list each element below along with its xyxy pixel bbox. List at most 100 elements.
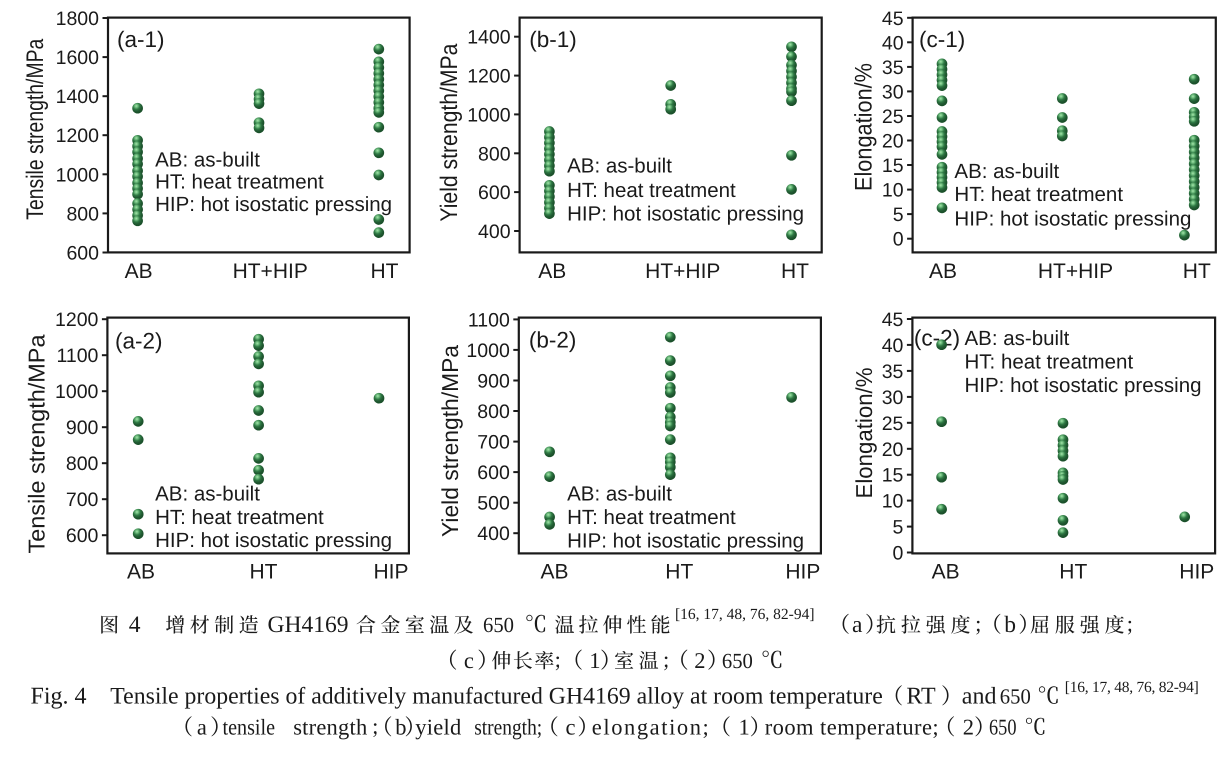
svg-text:HT: HT	[1183, 260, 1211, 283]
svg-text:30: 30	[882, 387, 904, 409]
svg-text:650: 650	[989, 715, 1017, 740]
svg-text:500: 500	[477, 493, 510, 515]
svg-text:1100: 1100	[468, 309, 510, 331]
svg-text:0: 0	[893, 543, 904, 565]
svg-text:2: 2	[963, 715, 974, 740]
svg-text:HIP: HIP	[785, 561, 820, 584]
svg-text:HT: HT	[781, 260, 809, 283]
svg-text:room temperature;: room temperature;	[765, 715, 939, 740]
svg-text:AB: AB	[125, 260, 153, 283]
svg-text:HT: heat treatment: HT: heat treatment	[954, 183, 1123, 206]
svg-text:HT: HT	[1059, 561, 1087, 584]
svg-text:HT: heat treatment: HT: heat treatment	[567, 179, 736, 202]
svg-text:Tensile properties of additive: Tensile properties of additively manufac…	[110, 684, 882, 710]
svg-text:HT: HT	[665, 561, 693, 584]
svg-text:800: 800	[478, 143, 511, 165]
svg-text:AB: as-built: AB: as-built	[567, 154, 672, 177]
svg-text:600: 600	[66, 243, 99, 265]
svg-text:b: b	[1004, 612, 1016, 638]
svg-text:1: 1	[739, 715, 750, 740]
svg-text:HIP: hot isostatic pressing: HIP: hot isostatic pressing	[954, 208, 1191, 231]
svg-text:10: 10	[882, 491, 904, 513]
svg-text:900: 900	[477, 371, 510, 393]
svg-text:a: a	[852, 612, 863, 638]
svg-text:yield: yield	[415, 715, 461, 740]
svg-text:35: 35	[882, 361, 904, 383]
svg-text:1: 1	[589, 648, 600, 673]
svg-text:AB: AB	[932, 561, 960, 584]
svg-text:HT: heat treatment: HT: heat treatment	[155, 171, 324, 194]
svg-text:10: 10	[882, 180, 904, 202]
svg-text:15: 15	[882, 465, 904, 487]
svg-text:1600: 1600	[56, 47, 100, 69]
svg-text:HIP: hot isostatic pressing: HIP: hot isostatic pressing	[155, 193, 392, 216]
svg-text:35: 35	[882, 57, 904, 79]
svg-text:HIP: HIP	[1179, 561, 1214, 584]
svg-text:AB: AB	[538, 260, 566, 283]
svg-text:HIP: hot isostatic pressing: HIP: hot isostatic pressing	[567, 202, 804, 225]
svg-text:4: 4	[129, 612, 141, 638]
svg-text:1200: 1200	[55, 309, 99, 331]
svg-text:1000: 1000	[467, 104, 511, 126]
svg-text:HIP: hot isostatic pressing: HIP: hot isostatic pressing	[155, 529, 392, 552]
svg-text:5: 5	[893, 204, 904, 226]
svg-text:1800: 1800	[56, 8, 100, 30]
svg-text:1400: 1400	[467, 27, 511, 49]
svg-text:700: 700	[477, 432, 510, 454]
svg-text:Elongation/%: Elongation/%	[851, 63, 878, 191]
svg-text:Tensile strength/MPa: Tensile strength/MPa	[22, 38, 49, 220]
svg-text:[16, 17, 48, 76, 82-94]: [16, 17, 48, 76, 82-94]	[675, 606, 815, 623]
svg-text:2: 2	[694, 648, 705, 673]
svg-text:1100: 1100	[56, 345, 98, 367]
svg-text:(b-2): (b-2)	[529, 328, 577, 353]
svg-text:1400: 1400	[56, 86, 100, 108]
svg-text:25: 25	[882, 413, 904, 435]
svg-text:tensile: tensile	[223, 715, 276, 740]
svg-text:45: 45	[882, 309, 904, 331]
svg-text:650: 650	[722, 649, 753, 673]
svg-text:650: 650	[1000, 685, 1031, 709]
svg-text:(a-2): (a-2)	[115, 329, 163, 354]
svg-text:40: 40	[882, 32, 904, 54]
svg-text:a: a	[197, 715, 207, 740]
svg-text:AB: as-built: AB: as-built	[965, 327, 1070, 350]
svg-text:AB: as-built: AB: as-built	[954, 160, 1059, 183]
svg-text:c: c	[464, 648, 474, 673]
svg-text:800: 800	[66, 203, 99, 225]
svg-text:Yield strength/MPa: Yield strength/MPa	[437, 345, 463, 537]
svg-text:HT: heat treatment: HT: heat treatment	[965, 351, 1134, 374]
svg-text:AB: AB	[127, 561, 155, 584]
svg-text:RT: RT	[906, 684, 936, 710]
svg-text:800: 800	[66, 453, 99, 475]
svg-text:400: 400	[478, 221, 511, 243]
svg-text:c: c	[566, 715, 576, 740]
svg-text:HT: HT	[250, 561, 278, 584]
svg-text:HT+HIP: HT+HIP	[645, 260, 720, 283]
svg-text:400: 400	[477, 523, 510, 545]
svg-text:5: 5	[893, 517, 904, 539]
svg-text:45: 45	[882, 8, 904, 30]
svg-text:AB: AB	[540, 561, 568, 584]
svg-text:[16, 17, 48, 76, 82-94]: [16, 17, 48, 76, 82-94]	[1065, 679, 1199, 696]
svg-text:40: 40	[882, 335, 904, 357]
svg-text:1000: 1000	[56, 164, 100, 186]
svg-text:AB: AB	[929, 260, 957, 283]
svg-text:900: 900	[66, 417, 99, 439]
svg-text:GH4169: GH4169	[268, 612, 349, 638]
svg-text:HIP: hot isostatic pressing: HIP: hot isostatic pressing	[965, 374, 1202, 397]
svg-text:(b-1): (b-1)	[529, 27, 577, 52]
svg-text:650: 650	[483, 613, 514, 637]
svg-text:elongation;: elongation;	[592, 715, 709, 740]
svg-text:HT+HIP: HT+HIP	[1038, 260, 1113, 283]
svg-text:600: 600	[478, 182, 511, 204]
svg-text:AB: as-built: AB: as-built	[155, 482, 260, 505]
svg-text:strength: strength	[293, 715, 367, 740]
svg-text:HT: heat treatment: HT: heat treatment	[567, 506, 736, 529]
svg-text:HT: HT	[371, 260, 399, 283]
svg-text:0: 0	[893, 229, 904, 251]
svg-text:15: 15	[882, 155, 904, 177]
svg-text:Elongation/%: Elongation/%	[851, 368, 877, 499]
svg-text:20: 20	[882, 439, 904, 461]
svg-text:1200: 1200	[467, 66, 511, 88]
svg-text:1000: 1000	[55, 381, 99, 403]
